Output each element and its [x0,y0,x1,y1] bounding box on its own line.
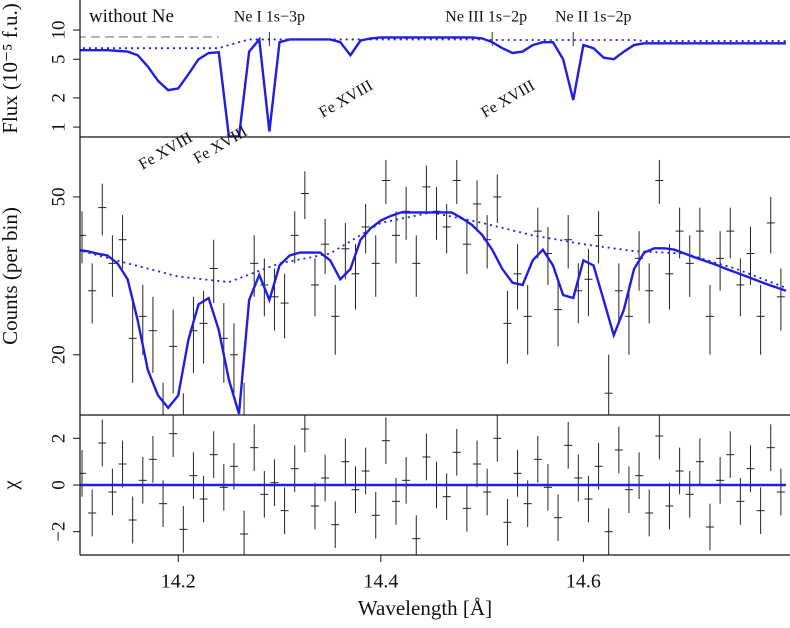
plot-area [80,35,786,137]
y-axis-title: χ [0,480,22,491]
x-tick-label: 14.4 [363,571,398,593]
annotation: Fe XVIII [191,123,251,167]
x-tick-label: 14.6 [566,571,601,593]
y-tick-label: 2 [48,93,69,103]
y-tick-label: 1 [48,122,69,131]
x-axis-title: Wavelength [Å] [358,596,492,620]
annotation: Fe XVIII [136,129,196,173]
y-tick-label: 20 [48,345,69,364]
y-axis-title: Flux (10⁻⁵ f.u.) [0,3,22,133]
plot-area [80,159,787,415]
annotation: Fe XVIII [316,77,376,121]
y-tick-label: −2 [48,522,69,542]
model-line [80,38,786,50]
y-tick-label: 5 [48,54,69,64]
series-label: without Ne [89,6,174,27]
plot-area [80,415,786,555]
y-tick-label: 0 [48,480,69,490]
annotation: Fe XVIII [478,77,538,121]
model-line [80,211,787,289]
annotation: Ne III 1s−2p [445,9,527,26]
model-line [80,36,786,137]
y-axis-title: Counts (per bin) [0,207,22,345]
y-tick-label: 10 [48,21,69,40]
y-tick-label: 2 [48,434,69,444]
x-tick-label: 14.2 [161,571,196,593]
annotation: Ne I 1s−3p [234,9,305,26]
y-tick-label: 50 [48,187,69,206]
annotation: Ne II 1s−2p [555,9,632,26]
